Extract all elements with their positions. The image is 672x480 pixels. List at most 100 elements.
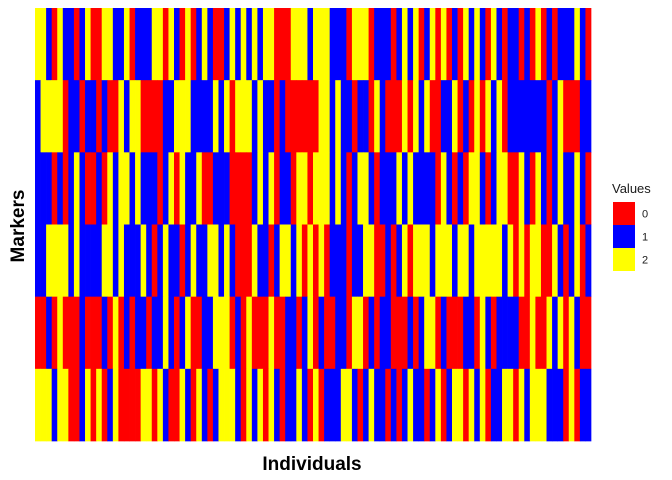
heatmap-cell — [429, 80, 436, 153]
heatmap-cell — [262, 152, 269, 225]
heatmap-cell — [229, 152, 236, 225]
heatmap-cell — [490, 8, 497, 81]
heatmap-cell — [246, 80, 253, 153]
heatmap-cell — [385, 224, 392, 298]
heatmap-cell — [274, 8, 280, 81]
heatmap-cell — [162, 296, 169, 370]
heatmap-cell — [168, 152, 175, 225]
heatmap-cell — [574, 152, 581, 225]
heatmap-cell — [162, 152, 169, 225]
heatmap-cell — [196, 368, 203, 442]
heatmap-cell — [513, 152, 520, 225]
heatmap-cell — [285, 152, 292, 225]
heatmap-cell — [129, 152, 136, 225]
heatmap-cell — [440, 8, 447, 81]
heatmap-cell — [157, 368, 164, 442]
heatmap-cell — [40, 8, 47, 81]
heatmap-cell — [457, 8, 464, 81]
heatmap-cell — [496, 296, 503, 370]
heatmap-cell — [118, 224, 125, 298]
heatmap-cell — [85, 224, 91, 298]
heatmap-cell — [457, 296, 464, 370]
heatmap-cell — [212, 224, 219, 298]
heatmap-cell — [296, 296, 303, 370]
heatmap-cell — [318, 8, 325, 81]
heatmap-cell — [62, 368, 69, 442]
heatmap-cell — [274, 368, 280, 442]
heatmap-cell — [318, 152, 325, 225]
heatmap-cell — [101, 296, 108, 370]
heatmap-cell — [224, 368, 230, 442]
heatmap-cell — [79, 8, 86, 81]
heatmap-cell — [385, 296, 392, 370]
heatmap-cell — [446, 224, 453, 298]
heatmap-cell — [552, 8, 558, 81]
heatmap-cell — [485, 224, 492, 298]
heatmap-cell — [557, 368, 564, 442]
heatmap-cell — [324, 224, 331, 298]
heatmap-cell — [185, 224, 192, 298]
heatmap-cell — [307, 368, 314, 442]
heatmap-cell — [413, 8, 419, 81]
heatmap-cell — [463, 8, 470, 81]
heatmap-cell — [496, 368, 503, 442]
heatmap-cell — [268, 8, 275, 81]
heatmap-cell — [468, 296, 475, 370]
heatmap-cell — [585, 368, 592, 442]
heatmap-cell — [85, 152, 91, 225]
heatmap-cell — [73, 368, 80, 442]
heatmap-cell — [262, 368, 269, 442]
heatmap-cell — [396, 152, 403, 225]
heatmap-cell — [568, 368, 575, 442]
heatmap-cell — [274, 296, 280, 370]
heatmap-cell — [557, 152, 564, 225]
heatmap-cell — [246, 224, 253, 298]
heatmap-cell — [507, 224, 514, 298]
heatmap-cell — [457, 80, 464, 153]
heatmap-cell — [140, 8, 147, 81]
heatmap-cell — [540, 80, 547, 153]
heatmap-cell — [396, 80, 403, 153]
heatmap-cell — [251, 368, 258, 442]
heatmap-cell — [413, 296, 419, 370]
heatmap-cell — [301, 8, 308, 81]
heatmap-cell — [324, 296, 331, 370]
heatmap-cell — [229, 224, 236, 298]
heatmap-cell — [207, 224, 214, 298]
heatmap-cell — [474, 368, 481, 442]
heatmap-cell — [557, 296, 564, 370]
heatmap-cell — [335, 224, 342, 298]
heatmap-cell — [201, 224, 208, 298]
heatmap-cell — [401, 152, 408, 225]
heatmap-cell — [35, 368, 41, 442]
heatmap-cell — [285, 296, 292, 370]
heatmap-cell — [440, 152, 447, 225]
heatmap-cell — [196, 296, 203, 370]
heatmap-cell — [251, 152, 258, 225]
heatmap-cell — [162, 8, 169, 81]
heatmap-cell — [212, 296, 219, 370]
heatmap-cell — [174, 80, 180, 153]
heatmap-cell — [168, 8, 175, 81]
heatmap-cell — [390, 296, 397, 370]
heatmap-cell — [290, 80, 297, 153]
heatmap-cell — [251, 224, 258, 298]
heatmap-cell — [574, 368, 581, 442]
heatmap-cell — [535, 8, 542, 81]
heatmap-cell — [196, 80, 203, 153]
heatmap-cell — [96, 224, 103, 298]
heatmap-cell — [351, 296, 358, 370]
heatmap-cell — [140, 80, 147, 153]
heatmap-cell — [357, 8, 364, 81]
heatmap-cell — [463, 296, 470, 370]
heatmap-cell — [329, 296, 336, 370]
heatmap-cell — [390, 8, 397, 81]
heatmap-cell — [235, 80, 242, 153]
heatmap-cell — [329, 152, 336, 225]
heatmap-cell — [368, 8, 375, 81]
heatmap-cell — [535, 152, 542, 225]
heatmap-cell — [407, 296, 414, 370]
heatmap-cell — [474, 80, 481, 153]
heatmap-cell — [218, 368, 225, 442]
heatmap-cell — [463, 152, 470, 225]
